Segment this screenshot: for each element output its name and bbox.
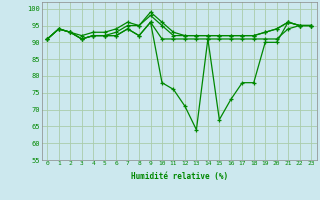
X-axis label: Humidité relative (%): Humidité relative (%) bbox=[131, 172, 228, 181]
